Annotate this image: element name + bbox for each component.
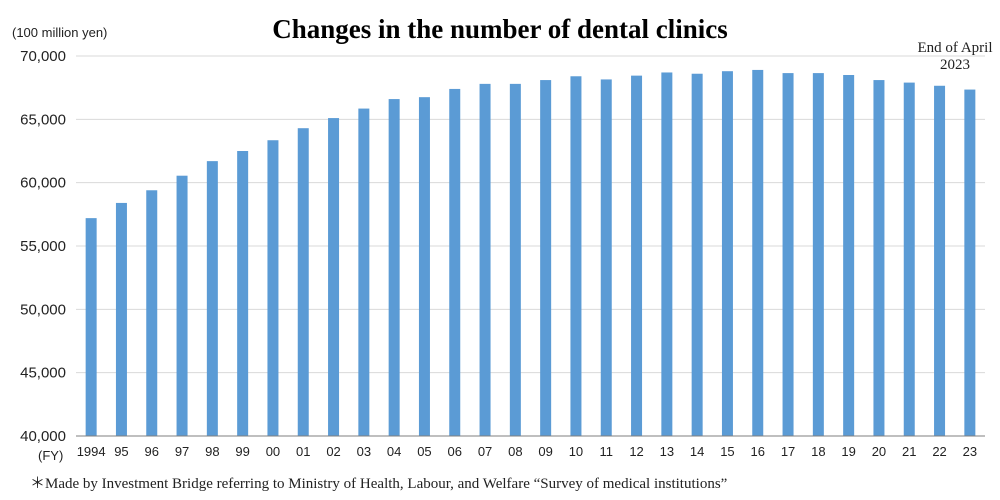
bar [449,88,461,436]
x-tick-label: 07 [478,444,492,459]
y-tick-label: 40,000 [20,428,66,445]
bar [237,151,249,436]
y-tick-label: 60,000 [20,175,66,192]
bar [176,175,188,436]
bar [661,72,673,436]
y-unit-label: (100 million yen) [12,25,107,40]
annotation-line-2: 2023 [940,57,970,73]
bar [85,218,97,436]
x-tick-label: 19 [841,444,855,459]
x-tick-label: 14 [690,444,704,459]
x-axis-ticks: 1994 95 96 97 98 99 00 01 02 03 04 05 06 07 08 09 10 11 12… [77,444,977,459]
bar [570,76,582,437]
annotation-line-1: End of April [918,40,993,56]
x-tick-label: 08 [508,444,522,459]
y-tick-label: 55,000 [20,238,66,255]
x-tick-label: 01 [296,444,310,459]
x-tick-label: 20 [872,444,886,459]
bar [691,73,703,436]
bar [812,73,824,436]
bar [328,118,340,437]
y-axis-ticks: 40,000 45,000 50,000 55,000 60,000 65,000 70,0… [20,48,66,445]
x-tick-label: 98 [205,444,219,459]
bar [297,128,309,436]
x-tick-label: 06 [448,444,462,459]
x-tick-label: 03 [357,444,371,459]
bar [934,85,946,437]
x-tick-label: 95 [114,444,128,459]
x-tick-label: 97 [175,444,189,459]
bar [903,82,915,436]
x-tick-label: 16 [751,444,765,459]
bar [509,83,521,436]
y-tick-label: 50,000 [20,301,66,318]
x-tick-label: 12 [629,444,643,459]
source-footnote: ＊Made by Investment Bridge referring to … [30,476,727,492]
bar [631,75,643,436]
x-tick-label: 09 [538,444,552,459]
y-tick-label: 45,000 [20,365,66,382]
x-tick-label: 21 [902,444,916,459]
x-tick-label: 1994 [77,444,106,459]
bar [206,161,218,436]
x-tick-label: 96 [145,444,159,459]
bar [964,89,976,437]
x-tick-label: 05 [417,444,431,459]
bar [752,69,764,436]
x-tick-label: 17 [781,444,795,459]
bar [115,202,127,436]
bar [540,80,552,437]
x-unit-label: (FY) [38,448,63,463]
x-tick-label: 15 [720,444,734,459]
bar [843,75,855,436]
x-tick-label: 10 [569,444,583,459]
y-tick-label: 65,000 [20,111,66,128]
bar [721,71,733,436]
bar [388,99,400,437]
bar [418,97,430,437]
x-tick-label: 11 [600,444,614,459]
bar [873,80,885,437]
x-tick-label: 02 [326,444,340,459]
bar [146,190,158,436]
x-tick-label: 99 [235,444,249,459]
x-tick-label: 22 [932,444,946,459]
bar [479,83,491,436]
chart-title: Changes in the number of dental clinics [272,14,728,44]
x-tick-label: 13 [660,444,674,459]
bars [85,69,976,437]
x-tick-label: 23 [963,444,977,459]
bar [267,140,279,436]
x-tick-label: 04 [387,444,401,459]
bar [782,73,794,436]
x-tick-label: 18 [811,444,825,459]
bar [358,108,370,437]
gridlines [76,55,985,374]
bar [600,79,612,436]
y-tick-label: 70,000 [20,48,66,65]
x-tick-label: 00 [266,444,280,459]
